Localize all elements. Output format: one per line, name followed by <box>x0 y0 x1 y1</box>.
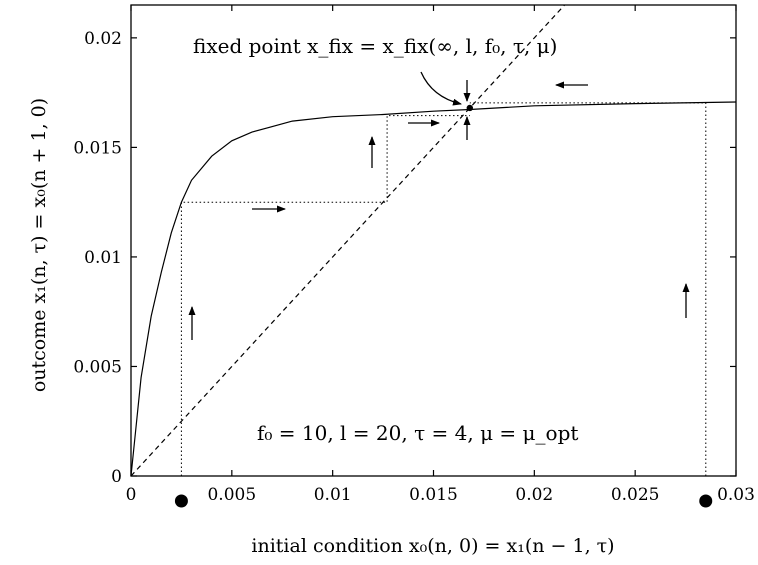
x-tick-label: 0.03 <box>717 485 755 505</box>
plot-frame <box>131 5 736 476</box>
start-marker-1 <box>699 495 712 508</box>
series-group <box>131 5 736 476</box>
y-axis-title: outcome x₁(n, τ) = x₀(n + 1, 0) <box>28 98 50 392</box>
y-tick-label: 0.01 <box>84 248 122 268</box>
x-tick-labels: 0 0.005 0.01 0.015 0.02 0.025 0.03 <box>126 485 755 505</box>
series-line-1 <box>131 5 565 476</box>
fixed-point-label: fixed point x_fix = x_fix(∞, l, f₀, τ, μ… <box>193 34 557 58</box>
arrow-label-pointer <box>421 72 461 104</box>
x-tick-label: 0.025 <box>611 485 660 505</box>
y-tick-label: 0.02 <box>84 29 122 49</box>
x-tick-label: 0 <box>126 485 137 505</box>
x-tick-label: 0.02 <box>515 485 553 505</box>
y-tick-label: 0.005 <box>73 357 122 377</box>
y-tick-label: 0.015 <box>73 138 122 158</box>
direction-arrows <box>192 72 686 340</box>
x-tick-label: 0.015 <box>409 485 458 505</box>
start-marker-0 <box>175 495 188 508</box>
y-tick-labels: 0 0.005 0.01 0.015 0.02 <box>73 29 122 487</box>
x-tick-label: 0.005 <box>207 485 256 505</box>
series-line-0 <box>131 102 736 476</box>
y-tick-label: 0 <box>111 467 122 487</box>
axis-ticks <box>131 5 736 476</box>
x-tick-label: 0.01 <box>314 485 352 505</box>
fixed-point-marker <box>467 105 473 111</box>
params-label: f₀ = 10, l = 20, τ = 4, μ = μ_opt <box>257 421 578 445</box>
x-axis-title: initial condition x₀(n, 0) = x₁(n − 1, τ… <box>251 535 614 557</box>
